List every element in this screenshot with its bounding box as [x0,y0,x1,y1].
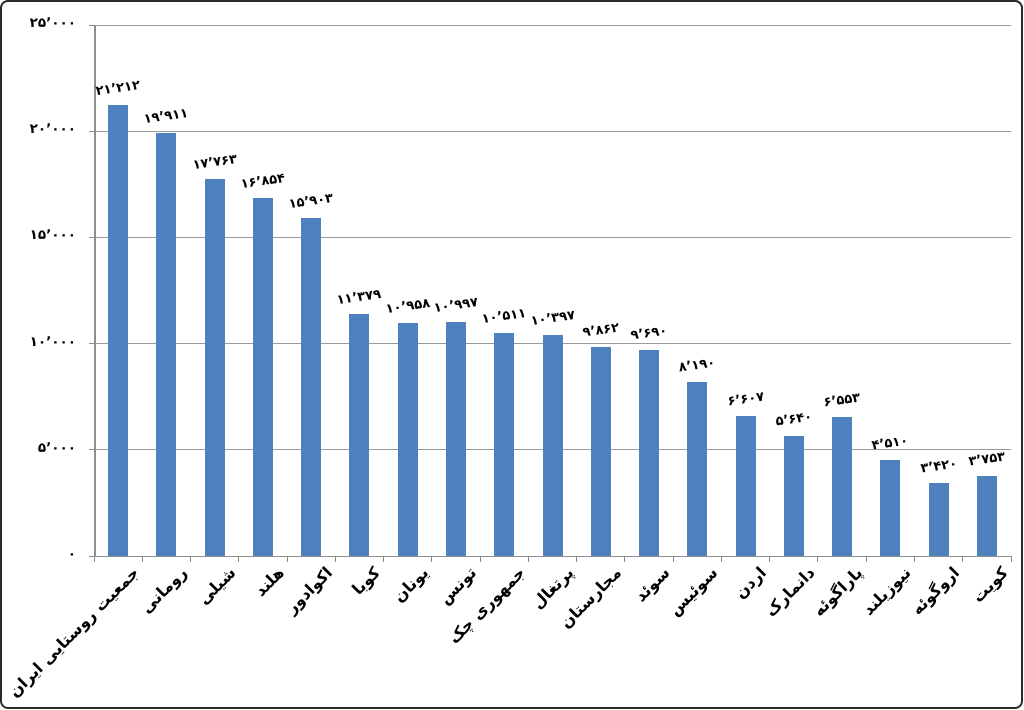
x-axis-category-label: سوئیس [665,563,722,620]
x-axis-line [94,555,1011,557]
y-axis-tick [89,449,94,451]
x-axis-tick [479,556,481,562]
y-axis-tick-label: ۰ [67,546,76,562]
x-axis-category-label: سوئد [631,563,674,606]
y-axis-tick-label: ۱۵٬۰۰۰ [29,227,76,244]
bar-value-label: ۱۵٬۹۰۳ [287,190,335,213]
x-axis-category-label: جمعیت روستایی ایران [4,563,143,701]
gridline [94,130,1011,132]
x-axis-tick [576,556,578,562]
bar-value-label: ۱۶٬۸۵۴ [239,170,287,193]
y-axis-tick [89,24,94,26]
bar-value-label: ۳٬۷۵۳ [967,449,1007,470]
bar-value-label: ۱۷٬۷۶۳ [191,151,239,174]
bar [977,476,997,556]
x-axis-category-label: اردن [730,563,770,603]
bar [446,322,466,556]
bar [398,323,418,556]
y-axis-tick [89,555,94,557]
x-axis-category-label: هلند [250,563,288,601]
x-axis-category-label: رومانی [136,563,191,617]
x-axis-tick [817,556,819,562]
bar [253,198,273,556]
bar [301,218,321,556]
bar [494,333,514,556]
x-axis-tick [720,556,722,562]
y-axis-tick-label: ۲۵٬۰۰۰ [29,15,76,31]
x-axis-category-label: دانمارک [760,563,819,621]
y-axis-tick [89,130,94,132]
x-axis-tick [93,556,95,562]
x-axis-tick [383,556,385,562]
x-axis-category-label: پاراگوئه [809,563,867,621]
bar [880,460,900,556]
bar [736,416,756,556]
bar [591,347,611,556]
x-axis-tick [190,556,192,562]
y-axis-tick-label: ۱۰٬۰۰۰ [29,333,76,350]
bar-value-label: ۶٬۶۰۷ [726,389,766,410]
bar-value-label: ۴٬۵۱۰ [870,433,910,454]
bar [543,335,563,556]
gridline [94,236,1011,238]
x-axis-tick [527,556,529,562]
x-axis-category-label: شیلی [193,563,240,609]
y-axis-line [94,25,96,556]
x-axis-tick [913,556,915,562]
x-axis-category-label: نیوزیلند [858,563,915,619]
bar [832,417,852,556]
x-axis-tick [769,556,771,562]
gridline [94,24,1011,26]
bar [349,314,369,556]
x-axis-category-label: کوبا [348,563,384,599]
x-axis-tick [431,556,433,562]
x-axis-tick [962,556,964,562]
bar [639,350,659,556]
x-axis-tick [672,556,674,562]
bar-value-label: ۸٬۱۹۰ [677,355,717,376]
y-axis-tick-label: ۲۰٬۰۰۰ [29,121,76,138]
x-axis-category-label: اکوادور [281,563,336,618]
bar-value-label: ۶٬۵۵۳ [822,390,862,411]
bar-value-label: ۲۱٬۲۱۲ [94,77,142,100]
bar-value-label: ۱۹٬۹۱۱ [142,105,190,128]
x-axis-tick [1010,556,1012,562]
x-axis-category-label: اروگوئه [907,563,964,619]
x-axis-category-label: یونان [389,563,433,606]
y-axis-tick [89,236,94,238]
x-axis-tick [238,556,240,562]
x-axis-tick [141,556,143,562]
x-axis-category-label: کویت [967,563,1012,607]
x-axis-category-label: تونس [435,563,481,609]
y-axis-tick [89,343,94,345]
x-axis-tick [624,556,626,562]
bar [687,382,707,556]
bar [929,483,949,556]
bar [784,436,804,556]
bar [108,105,128,556]
x-axis-tick [865,556,867,562]
y-axis-tick-label: ۵٬۰۰۰ [37,439,76,456]
bar [156,133,176,556]
x-axis-tick [334,556,336,562]
x-axis-tick [286,556,288,562]
bar [205,179,225,556]
